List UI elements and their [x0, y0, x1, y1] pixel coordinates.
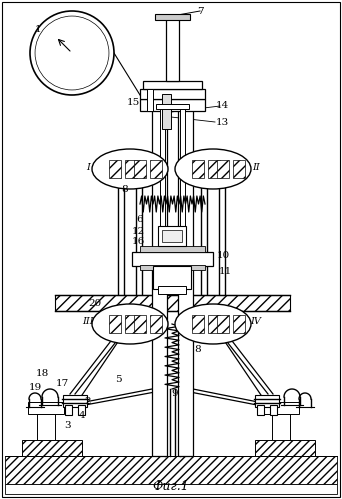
Bar	[140, 265, 205, 270]
Bar	[158, 226, 186, 246]
Text: 7: 7	[197, 6, 203, 15]
Circle shape	[35, 16, 109, 90]
Bar	[125, 160, 137, 178]
Bar	[166, 16, 179, 81]
Bar	[255, 395, 279, 407]
Text: 5: 5	[115, 375, 121, 384]
Text: 17: 17	[55, 380, 69, 389]
Bar	[134, 315, 146, 333]
Text: 1: 1	[35, 24, 41, 33]
Text: 9: 9	[172, 390, 178, 399]
Text: III: III	[82, 317, 94, 326]
Bar	[217, 315, 229, 333]
Ellipse shape	[175, 304, 251, 344]
Text: Фиг.1: Фиг.1	[153, 481, 189, 494]
Bar	[255, 440, 315, 456]
Bar	[150, 160, 162, 178]
Text: II: II	[252, 163, 260, 172]
Text: 12: 12	[131, 227, 145, 236]
Bar	[132, 252, 213, 266]
Bar	[63, 395, 87, 407]
Bar	[147, 89, 153, 111]
Bar	[162, 94, 171, 129]
Bar	[257, 405, 264, 415]
Bar	[178, 99, 193, 456]
Text: 2: 2	[85, 397, 91, 406]
Bar	[140, 89, 205, 99]
Bar	[109, 160, 121, 178]
Bar	[65, 405, 72, 415]
Text: 14: 14	[215, 100, 228, 109]
Text: 4: 4	[79, 411, 85, 420]
Bar	[217, 160, 229, 178]
Text: 20: 20	[88, 299, 102, 308]
Bar	[160, 104, 165, 289]
Bar	[109, 315, 121, 333]
Bar	[140, 246, 205, 252]
Bar	[28, 402, 64, 414]
Text: 10: 10	[216, 250, 229, 259]
Text: 6: 6	[137, 215, 143, 224]
Bar	[180, 104, 185, 289]
Bar	[134, 160, 146, 178]
Text: 16: 16	[131, 237, 145, 246]
Bar	[270, 405, 277, 415]
Bar	[37, 414, 55, 440]
Bar	[5, 484, 337, 494]
Bar	[5, 456, 337, 484]
Text: 8: 8	[122, 185, 128, 194]
Bar	[125, 315, 137, 333]
Text: 15: 15	[127, 97, 140, 106]
Text: 19: 19	[28, 383, 42, 392]
Ellipse shape	[92, 149, 168, 189]
Bar	[140, 99, 205, 111]
Text: 8: 8	[195, 344, 201, 353]
Text: 18: 18	[35, 369, 49, 379]
Circle shape	[30, 11, 114, 95]
Bar	[143, 81, 202, 89]
Bar	[158, 286, 186, 294]
Bar	[233, 160, 245, 178]
Text: IV: IV	[251, 317, 261, 326]
Text: I: I	[86, 163, 90, 172]
Bar	[55, 295, 290, 311]
Bar	[78, 405, 85, 415]
Bar	[156, 104, 189, 109]
Bar	[263, 402, 299, 414]
Text: 13: 13	[215, 117, 228, 127]
Bar	[22, 440, 82, 456]
Bar	[192, 160, 204, 178]
Ellipse shape	[175, 149, 251, 189]
Bar	[155, 14, 190, 20]
Bar	[192, 315, 204, 333]
Bar	[162, 230, 182, 242]
Bar	[208, 315, 221, 333]
Bar	[272, 414, 290, 440]
Bar	[233, 315, 245, 333]
Ellipse shape	[92, 304, 168, 344]
Text: 3: 3	[65, 422, 71, 431]
Bar	[208, 160, 221, 178]
Text: 11: 11	[219, 266, 232, 275]
Bar	[150, 315, 162, 333]
Bar	[153, 266, 191, 289]
Bar	[152, 99, 167, 456]
